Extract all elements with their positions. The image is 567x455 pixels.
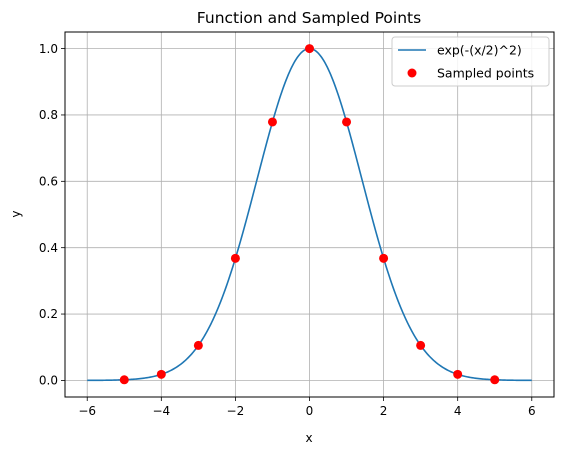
sampled-point [119, 375, 129, 385]
legend-entry-function: exp(-(x/2)^2) [437, 43, 522, 58]
sampled-point [453, 369, 463, 379]
x-tick-label: −6 [78, 404, 96, 418]
grid [65, 32, 554, 397]
y-tick-label: 0.6 [39, 175, 58, 189]
chart-title: Function and Sampled Points [197, 9, 421, 27]
x-tick-label: 6 [528, 404, 536, 418]
y-tick-label: 0.2 [39, 307, 58, 321]
sampled-point [267, 117, 277, 127]
sampled-point [193, 340, 203, 350]
sampled-point [379, 253, 389, 263]
sampled-point [230, 253, 240, 263]
y-tick-label: 0.0 [39, 374, 58, 388]
y-tick-label: 0.8 [39, 108, 58, 122]
y-tick-label: 1.0 [39, 42, 58, 56]
legend: exp(-(x/2)^2) Sampled points [391, 36, 550, 87]
y-axis-label: y [9, 210, 23, 217]
sampled-point [342, 117, 352, 127]
legend-point-swatch [407, 68, 417, 78]
sampled-point [490, 375, 500, 385]
x-tick-label: 4 [454, 404, 462, 418]
x-tick-label: −2 [227, 404, 245, 418]
sampled-point [305, 44, 314, 54]
sampled-point [416, 340, 426, 350]
legend-entry-sampled-points: Sampled points [437, 66, 534, 81]
sampled-point [156, 369, 166, 379]
plot-points [119, 44, 500, 385]
x-tick-label: 2 [380, 404, 388, 418]
x-axis-ticks: −6 −4 −2 0 2 4 6 [78, 397, 536, 418]
y-tick-label: 0.4 [39, 241, 58, 255]
x-axis-label: x [305, 431, 312, 445]
x-tick-label: 0 [306, 404, 314, 418]
legend-box [391, 36, 550, 87]
x-tick-label: −4 [152, 404, 170, 418]
y-axis-ticks: 0.0 0.2 0.4 0.6 0.8 1.0 [39, 42, 65, 388]
